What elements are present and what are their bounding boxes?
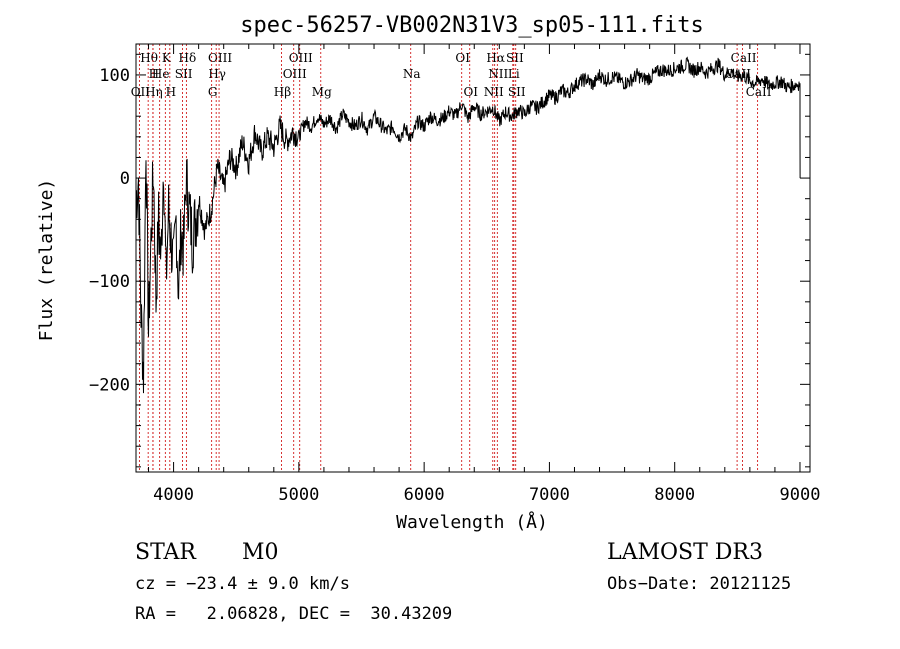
axis-ticks: 4000 5000 6000 7000 8000 9000 −200 −100 0 100 — [89, 44, 820, 505]
marker-label: Hθ — [140, 51, 158, 65]
cz-value: cz = −23.4 ± 9.0 km/s — [135, 574, 350, 594]
x-tick-label: 8000 — [654, 485, 695, 505]
ra-dec: RA = 2.06828, DEC = 30.43209 — [135, 604, 453, 624]
marker-label: Hη — [145, 85, 163, 99]
marker-label: CaII — [746, 85, 772, 99]
marker-label: SII — [175, 67, 193, 81]
plot-frame — [135, 43, 811, 473]
y-axis-label: Flux (relative) — [36, 179, 57, 342]
marker-label: Li — [508, 67, 520, 81]
marker-label: OIII — [283, 67, 307, 81]
marker-label: H — [149, 67, 159, 81]
obs-date: Obs−Date: 20121125 — [607, 574, 792, 594]
y-tick-label: 0 — [120, 169, 130, 189]
x-tick-label: 4000 — [153, 485, 194, 505]
y-tick-label: −200 — [89, 375, 130, 395]
marker-label: Na — [403, 67, 421, 81]
marker-label: Hδ — [179, 51, 197, 65]
marker-label: SII — [506, 51, 524, 65]
marker-label: Mg — [312, 85, 332, 99]
object-subclass: M0 — [242, 540, 279, 565]
x-tick-label: 6000 — [404, 485, 445, 505]
plot-area — [135, 56, 801, 394]
x-axis-label: Wavelength (Å) — [396, 511, 548, 533]
marker-label: G — [208, 85, 218, 99]
x-tick-label: 5000 — [278, 485, 319, 505]
marker-label: Hα — [486, 51, 505, 65]
marker-label: H — [166, 85, 176, 99]
object-class: STAR — [135, 540, 196, 565]
y-tick-label: 100 — [99, 66, 130, 86]
marker-label: NII — [484, 85, 504, 99]
y-tick-label: −100 — [89, 272, 130, 292]
spectrum-line — [135, 56, 801, 394]
marker-label: OI — [455, 51, 470, 65]
marker-label: He — [152, 67, 170, 81]
marker-label: Hγ — [208, 67, 226, 81]
marker-label: SII — [508, 85, 526, 99]
marker-label: CaII — [731, 51, 757, 65]
survey-name: LAMOST DR3 — [607, 540, 763, 565]
marker-label: OI — [463, 85, 478, 99]
marker-label: K — [162, 51, 172, 65]
marker-label: Hβ — [274, 85, 291, 99]
x-tick-label: 7000 — [529, 485, 570, 505]
x-tick-label: 9000 — [780, 485, 821, 505]
marker-label: OIII — [289, 51, 313, 65]
marker-label: NII — [488, 67, 508, 81]
marker-label: OIII — [208, 51, 232, 65]
chart-title: spec-56257-VB002N31V3_sp05-111.fits — [240, 13, 704, 38]
